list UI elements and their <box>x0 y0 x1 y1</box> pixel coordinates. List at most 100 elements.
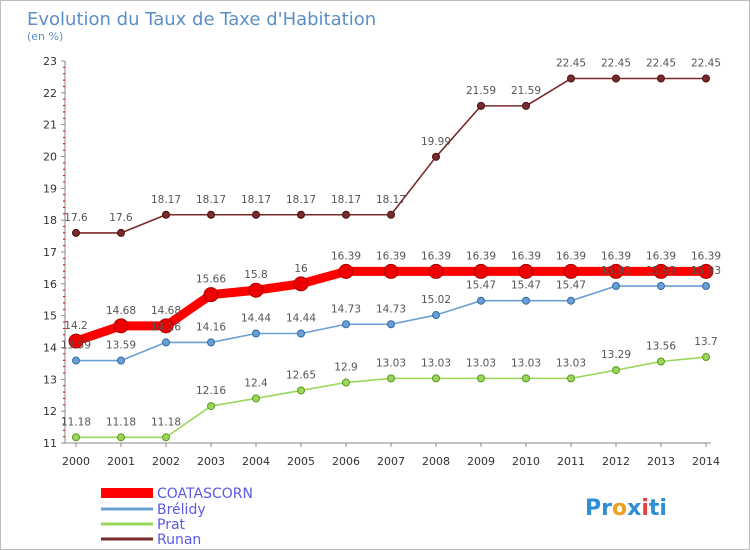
data-point <box>207 402 215 411</box>
data-label: 14.44 <box>241 312 271 324</box>
legend-label: Brélidy <box>157 502 206 518</box>
data-point <box>72 356 80 365</box>
x-tick-label: 2004 <box>242 455 270 468</box>
data-label: 16.39 <box>466 250 496 262</box>
x-tick-label: 2005 <box>287 455 315 468</box>
x-tick-label: 2006 <box>332 455 360 468</box>
data-label: 13.03 <box>466 357 496 369</box>
data-label: 18.17 <box>286 194 316 206</box>
x-tick-label: 2001 <box>107 455 135 468</box>
data-point <box>522 374 530 383</box>
data-label: 14.44 <box>286 312 316 324</box>
x-tick-label: 2011 <box>557 455 585 468</box>
legend-label: Runan <box>157 532 201 548</box>
y-tick-label: 14 <box>43 342 57 355</box>
data-point <box>567 374 575 383</box>
data-label: 12.16 <box>196 385 226 397</box>
data-label: 14.16 <box>196 321 226 333</box>
data-point <box>657 74 665 83</box>
data-point <box>342 378 350 387</box>
y-tick-label: 15 <box>43 310 57 323</box>
data-point <box>117 356 125 365</box>
data-point <box>338 263 354 279</box>
data-point <box>653 263 669 279</box>
data-label: 14.73 <box>331 303 361 315</box>
data-point <box>248 282 264 298</box>
data-label: 14.73 <box>376 303 406 315</box>
data-label: 13.56 <box>646 341 676 353</box>
data-label: 16 <box>294 263 308 275</box>
data-label: 18.17 <box>376 194 406 206</box>
data-point <box>387 320 395 329</box>
data-point <box>563 263 579 279</box>
data-label: 11.18 <box>61 416 91 428</box>
data-point <box>477 374 485 383</box>
y-tick-labels: 11 12 13 14 15 16 17 18 19 20 21 22 23 <box>43 55 65 450</box>
data-label: 18.17 <box>196 194 226 206</box>
data-label: 15.47 <box>511 280 541 292</box>
data-point <box>702 353 710 362</box>
data-point <box>162 338 170 347</box>
data-label: 13.59 <box>106 340 136 352</box>
data-label: 16.39 <box>511 250 541 262</box>
logo-text: Proxiti <box>585 496 667 521</box>
data-point <box>612 282 620 291</box>
data-label: 18.17 <box>331 194 361 206</box>
data-label: 15.93 <box>601 265 631 277</box>
data-point <box>477 296 485 305</box>
y-tick-label: 16 <box>43 278 57 291</box>
data-point <box>297 386 305 395</box>
data-label: 14.68 <box>106 305 136 317</box>
data-point <box>657 282 665 291</box>
data-point <box>72 228 80 237</box>
data-label: 16.39 <box>601 250 631 262</box>
data-label: 16.39 <box>646 250 676 262</box>
y-tick-label: 18 <box>43 214 57 227</box>
data-label: 14.68 <box>151 305 181 317</box>
data-label: 22.45 <box>601 58 631 70</box>
y-tick-label: 23 <box>43 55 57 68</box>
chart-title: Evolution du Taux de Taxe d'Habitation <box>27 9 376 30</box>
data-point <box>342 320 350 329</box>
data-label: 15.8 <box>244 269 267 281</box>
data-point <box>158 318 174 334</box>
data-label: 12.9 <box>334 362 357 374</box>
y-tick-label: 17 <box>43 246 57 259</box>
y-tick-label: 12 <box>43 405 57 418</box>
x-tick-label: 2000 <box>62 455 90 468</box>
y-tick-label: 21 <box>43 119 57 132</box>
data-label: 13.03 <box>511 357 541 369</box>
data-label: 13.03 <box>556 357 586 369</box>
x-tick-label: 2010 <box>512 455 540 468</box>
y-tick-label: 13 <box>43 373 57 386</box>
data-point <box>522 101 530 110</box>
data-point <box>698 263 714 279</box>
data-label: 18.17 <box>151 194 181 206</box>
data-point <box>293 276 309 292</box>
data-point <box>567 74 575 83</box>
data-label: 15.66 <box>196 274 226 286</box>
data-label: 22.45 <box>646 58 676 70</box>
data-point <box>72 433 80 442</box>
data-point <box>608 263 624 279</box>
x-tick-label: 2002 <box>152 455 180 468</box>
x-tick-label: 2009 <box>467 455 495 468</box>
data-point <box>522 296 530 305</box>
data-point <box>252 210 260 219</box>
data-label: 21.59 <box>466 85 496 97</box>
x-tick-label: 2007 <box>377 455 405 468</box>
x-tick-label: 2014 <box>692 455 720 468</box>
chart-subtitle: (en %) <box>27 30 63 43</box>
data-label: 21.59 <box>511 85 541 97</box>
x-tick-label: 2008 <box>422 455 450 468</box>
data-label: 13.7 <box>694 336 717 348</box>
data-point <box>432 152 440 161</box>
data-label: 19.99 <box>421 136 451 148</box>
data-point <box>432 374 440 383</box>
proxiti-logo: Proxiti <box>585 496 667 521</box>
data-point <box>117 433 125 442</box>
data-label: 15.93 <box>691 265 721 277</box>
data-label: 13.29 <box>601 349 631 361</box>
